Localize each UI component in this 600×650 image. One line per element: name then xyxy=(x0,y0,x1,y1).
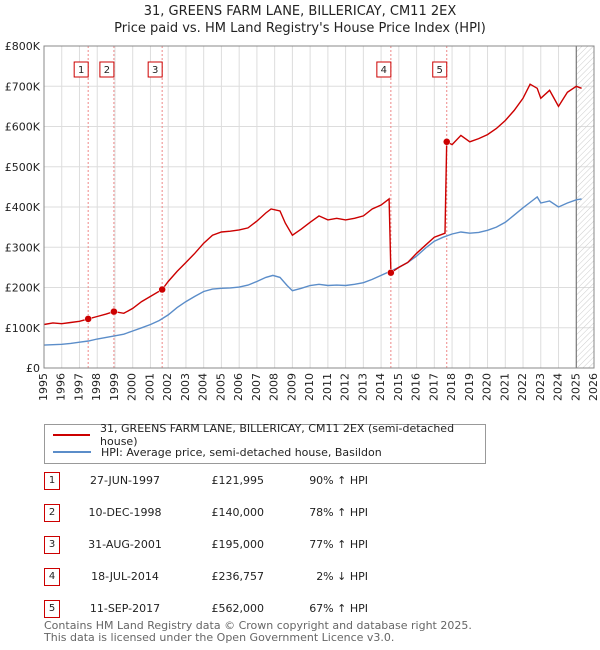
x-tick-label: 2024 xyxy=(552,373,565,401)
x-tick-label: 2001 xyxy=(143,373,156,401)
x-tick-label: 2007 xyxy=(250,373,263,401)
table-row: 2 10-DEC-1998 £140,000 78% ↑ HPI xyxy=(44,504,444,522)
property-price-line xyxy=(43,83,582,326)
transaction-number: 1 xyxy=(44,472,60,490)
y-tick-label: £100K xyxy=(5,322,41,335)
x-tick-label: 2014 xyxy=(374,373,387,401)
x-tick-label: 2009 xyxy=(285,373,298,401)
x-tick-label: 2010 xyxy=(303,373,316,401)
sale-point xyxy=(158,285,166,294)
sale-point xyxy=(110,307,118,316)
sale-point xyxy=(387,268,395,277)
x-tick-label: 2022 xyxy=(516,373,529,401)
x-tick-label: 2017 xyxy=(427,373,440,401)
y-tick-label: £500K xyxy=(5,161,41,174)
table-row: 4 18-JUL-2014 £236,757 2% ↓ HPI xyxy=(44,568,444,586)
x-tick-label: 1997 xyxy=(72,373,85,401)
transaction-price: £562,000 xyxy=(211,602,265,615)
x-tick-label: 2005 xyxy=(214,373,227,401)
y-tick-label: £0 xyxy=(26,362,40,375)
chart-subtitle: Price paid vs. HM Land Registry's House … xyxy=(114,21,486,36)
transaction-hpi-diff: 67% ↑ HPI xyxy=(309,602,368,615)
table-row: 5 11-SEP-2017 £562,000 67% ↑ HPI xyxy=(44,600,444,618)
x-tick-label: 2006 xyxy=(232,373,245,401)
x-tick-label: 1996 xyxy=(55,373,68,401)
transaction-date: 10-DEC-1998 xyxy=(88,506,162,519)
x-tick-label: 2021 xyxy=(498,373,511,401)
transaction-price: £195,000 xyxy=(211,538,265,551)
table-row: 3 31-AUG-2001 £195,000 77% ↑ HPI xyxy=(44,536,444,554)
sale-number-box xyxy=(147,61,163,78)
price-chart: 1 2 3 4 5 £0 £100K £200K £300K £400K £500K £600K £7… xyxy=(5,40,600,401)
x-tick-label: 2016 xyxy=(410,373,423,401)
sale-number-box xyxy=(376,61,392,78)
x-tick-label: 1995 xyxy=(37,373,50,401)
sale-number-label: 3 xyxy=(152,65,158,76)
y-tick-label: £200K xyxy=(5,282,41,295)
y-tick-label: £300K xyxy=(5,241,41,254)
x-tick-label: 2018 xyxy=(445,373,458,401)
legend-swatch-hpi xyxy=(53,451,91,453)
x-tick-label: 2004 xyxy=(197,373,210,401)
transaction-date: 31-AUG-2001 xyxy=(88,538,162,551)
sale-number-box xyxy=(99,61,115,78)
y-tick-label: £600K xyxy=(5,121,41,134)
footer-attribution: Contains HM Land Registry data © Crown c… xyxy=(44,620,472,644)
x-tick-label: 2019 xyxy=(463,373,476,401)
x-tick-label: 2003 xyxy=(179,373,192,401)
legend: 31, GREENS FARM LANE, BILLERICAY, CM11 2… xyxy=(44,422,486,464)
transaction-hpi-diff: 2% ↓ HPI xyxy=(316,570,368,583)
chart-title: 31, GREENS FARM LANE, BILLERICAY, CM11 2… xyxy=(143,4,457,19)
transaction-number: 2 xyxy=(44,504,60,522)
transaction-price: £121,995 xyxy=(211,474,265,487)
transaction-date: 11-SEP-2017 xyxy=(89,602,161,615)
transaction-price: £140,000 xyxy=(211,506,265,519)
x-tick-label: 2002 xyxy=(161,373,174,401)
transaction-number: 3 xyxy=(44,536,60,554)
footer-copyright: Contains HM Land Registry data © Crown c… xyxy=(44,619,472,632)
legend-label-hpi: HPI: Average price, semi-detached house,… xyxy=(101,445,382,459)
transaction-date: 27-JUN-1997 xyxy=(89,474,161,487)
hpi-line xyxy=(43,195,582,346)
plot-frame xyxy=(43,45,595,369)
x-tick-label: 2000 xyxy=(126,373,139,401)
legend-item-hpi: HPI: Average price, semi-detached house,… xyxy=(53,444,382,460)
y-tick-label: £700K xyxy=(5,80,41,93)
x-tick-label: 2023 xyxy=(534,373,547,401)
y-tick-label: £400K xyxy=(5,201,41,214)
table-row: 1 27-JUN-1997 £121,995 90% ↑ HPI xyxy=(44,472,444,490)
sale-number-label: 1 xyxy=(78,65,84,76)
x-tick-label: 2008 xyxy=(268,373,281,401)
x-tick-label: 1999 xyxy=(108,373,121,401)
x-tick-label: 2013 xyxy=(356,373,369,401)
sale-point xyxy=(442,138,451,146)
transaction-date: 18-JUL-2014 xyxy=(91,570,159,583)
sale-number-box xyxy=(73,61,89,78)
sale-number-label: 2 xyxy=(104,65,110,76)
x-tick-label: 2012 xyxy=(339,373,352,401)
transaction-number: 4 xyxy=(44,568,60,586)
sale-point xyxy=(84,315,92,323)
x-tick-label: 1998 xyxy=(90,373,103,401)
sale-number-label: 4 xyxy=(381,65,387,76)
sale-number-label: 5 xyxy=(437,65,443,76)
legend-label-property: 31, GREENS FARM LANE, BILLERICAY, CM11 2… xyxy=(100,422,455,448)
y-tick-label: £800K xyxy=(5,40,41,53)
transaction-number: 5 xyxy=(44,600,60,618)
legend-item-property: 31, GREENS FARM LANE, BILLERICAY, CM11 2… xyxy=(53,422,485,448)
x-tick-label: 2026 xyxy=(587,373,600,401)
x-tick-label: 2020 xyxy=(481,373,494,401)
transaction-hpi-diff: 77% ↑ HPI xyxy=(309,538,368,551)
legend-swatch-property xyxy=(53,434,91,436)
transaction-hpi-diff: 78% ↑ HPI xyxy=(309,506,368,519)
sale-number-box xyxy=(432,61,448,78)
x-tick-label: 2015 xyxy=(392,373,405,401)
x-tick-label: 2011 xyxy=(321,373,334,401)
forecast-hatch-region xyxy=(576,46,594,368)
footer-license: This data is licensed under the Open Gov… xyxy=(44,631,395,644)
transaction-price: £236,757 xyxy=(211,570,265,583)
transaction-hpi-diff: 90% ↑ HPI xyxy=(309,474,368,487)
x-tick-label: 2025 xyxy=(569,373,582,401)
